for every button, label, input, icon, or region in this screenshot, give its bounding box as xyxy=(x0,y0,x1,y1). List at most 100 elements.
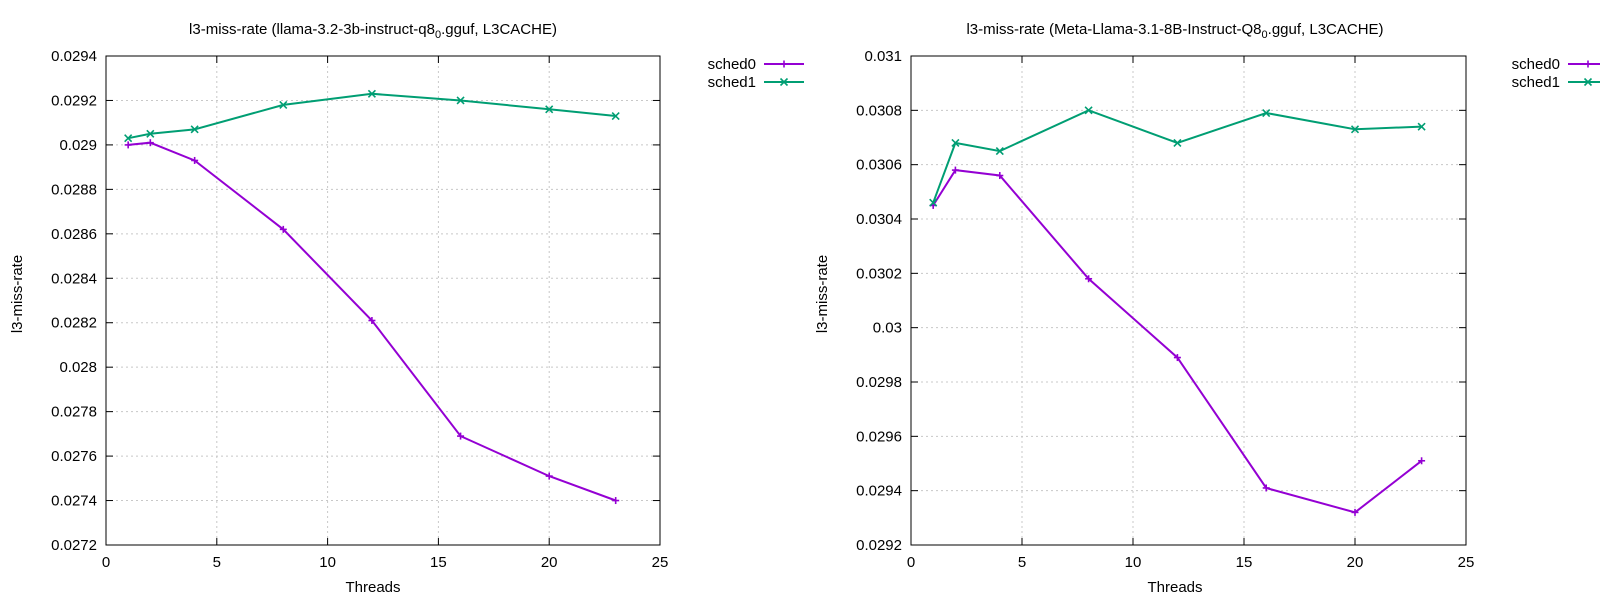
chart-1-sched1-point xyxy=(124,134,133,143)
chart-2-y-tick-label: 0.0302 xyxy=(856,265,902,282)
chart-2-sched0-point xyxy=(1085,275,1093,283)
chart-2-legend-entry-sched1: sched1 xyxy=(1512,74,1600,91)
chart-1-x-tick-label: 10 xyxy=(319,554,336,571)
chart-2-series-sched1 xyxy=(929,106,1426,207)
chart-1-y-axis-label: l3-miss-rate xyxy=(9,255,26,333)
chart-1-title-rest: .gguf, L3CACHE) xyxy=(441,21,557,38)
chart-1-sched0-point xyxy=(146,139,154,147)
chart-1-x-tick-label: 25 xyxy=(652,554,669,571)
chart-2-y-tick-label: 0.0296 xyxy=(856,428,902,445)
chart-2-legend-label: sched0 xyxy=(1512,56,1560,73)
chart-2-sched1-point xyxy=(1417,122,1426,131)
chart-1-sched0-point xyxy=(124,141,132,149)
chart-1-sched1-line xyxy=(128,92,616,140)
chart-1-legend-label: sched0 xyxy=(708,56,756,73)
chart-1-y-tick-label: 0.0278 xyxy=(51,404,97,421)
chart-2-series-sched0 xyxy=(929,166,1426,516)
chart-1-y-tick-label: 0.0292 xyxy=(51,92,97,109)
chart-2-sched0-point xyxy=(1418,457,1426,465)
chart-1-y-tick-label: 0.029 xyxy=(59,137,97,154)
chart-1-y-tick-label: 0.0276 xyxy=(51,448,97,465)
chart-2-sched1-point xyxy=(929,198,938,207)
chart-2-title-main: l3-miss-rate (Meta-Llama-3.1-8B-Instruct… xyxy=(966,21,1261,38)
chart-2-legend-entry-sched0: sched0 xyxy=(1512,56,1600,73)
chart-2-y-tick-label: 0.03 xyxy=(873,320,902,337)
chart-1: l3-miss-rate (llama-3.2-3b-instruct-q80.… xyxy=(9,21,804,596)
chart-1-y-tick-label: 0.028 xyxy=(59,359,97,376)
chart-2-grid xyxy=(911,56,1466,545)
chart-2-y-axis-label: l3-miss-rate xyxy=(814,255,831,333)
chart-2-y-tick-label: 0.0306 xyxy=(856,157,902,174)
chart-2-legend-marker xyxy=(1584,60,1592,68)
chart-1-legend-entry-sched1: sched1 xyxy=(708,74,804,91)
chart-1-y-tick-label: 0.0274 xyxy=(51,493,97,510)
chart-2-sched1-point xyxy=(1173,138,1182,147)
chart-1-series-sched0 xyxy=(124,139,620,505)
chart-2-x-tick-label: 0 xyxy=(907,554,915,571)
chart-1-legend-marker xyxy=(780,60,788,68)
chart-2-sched0-point xyxy=(951,166,959,174)
chart-1-x-tick-label: 20 xyxy=(541,554,558,571)
chart-1-grid xyxy=(106,56,660,545)
chart-2-y-tick-label: 0.0292 xyxy=(856,537,902,554)
chart-2-title-rest: .gguf, L3CACHE) xyxy=(1268,21,1384,38)
chart-2-sched0-line xyxy=(932,169,1423,514)
chart-1-x-tick-label: 5 xyxy=(213,554,221,571)
chart-1-sched1-point xyxy=(367,89,376,98)
chart-1-legend-entry-sched0: sched0 xyxy=(708,56,804,73)
chart-1-sched0-point xyxy=(457,432,465,440)
chart-2-sched1-point xyxy=(1084,106,1093,115)
chart-1-sched0-point xyxy=(191,156,199,164)
chart-2-x-axis-label: Threads xyxy=(1147,579,1202,596)
chart-2-x-tick-label: 20 xyxy=(1347,554,1364,571)
chart-2-title: l3-miss-rate (Meta-Llama-3.1-8B-Instruct… xyxy=(966,21,1383,41)
chart-2-sched0-point xyxy=(996,172,1004,180)
chart-2-y-tick-label: 0.0308 xyxy=(856,102,902,119)
chart-1-sched1-point xyxy=(611,111,620,121)
chart-1-sched0-line xyxy=(128,141,617,502)
chart-1-sched1-point xyxy=(545,105,554,114)
chart-1-sched1-point xyxy=(190,125,199,134)
chart-1-title-subscript: 0 xyxy=(435,29,441,41)
chart-2-sched0-point xyxy=(1173,354,1181,362)
chart-1-sched1-point xyxy=(456,96,465,105)
chart-2-legend-label: sched1 xyxy=(1512,74,1560,91)
chart-1-sched1-point xyxy=(146,129,155,138)
chart-1-y-tick-label: 0.0282 xyxy=(51,315,97,332)
chart-2-sched0-point xyxy=(1262,484,1270,492)
chart-2: l3-miss-rate (Meta-Llama-3.1-8B-Instruct… xyxy=(814,21,1600,596)
chart-1-plot-frame xyxy=(105,55,661,546)
chart-1-y-tick-label: 0.0286 xyxy=(51,226,97,243)
chart-1-legend-marker xyxy=(779,77,789,87)
chart-1-x-tick-label: 0 xyxy=(102,554,110,571)
chart-2-x-tick-label: 10 xyxy=(1125,554,1142,571)
chart-2-title-subscript: 0 xyxy=(1262,29,1268,41)
chart-1-sched0-point xyxy=(612,497,620,505)
chart-2-x-tick-label: 25 xyxy=(1458,554,1475,571)
chart-2-sched1-line xyxy=(932,109,1422,204)
chart-2-y-tick-label: 0.0294 xyxy=(856,483,902,500)
chart-1-sched0-point xyxy=(368,317,376,325)
chart-2-y-tick-label: 0.031 xyxy=(864,48,902,65)
chart-1-sched0-point xyxy=(279,225,287,233)
chart-2-sched1-point xyxy=(1262,108,1271,118)
chart-2-y-tick-label: 0.0298 xyxy=(856,374,902,391)
chart-2-sched0-point xyxy=(1351,508,1359,516)
chart-2-sched1-point xyxy=(951,138,960,147)
chart-1-x-axis-label: Threads xyxy=(345,579,400,596)
chart-1-y-tick-label: 0.0284 xyxy=(51,270,97,287)
chart-1-series-sched1 xyxy=(124,89,620,143)
chart-1-x-tick-label: 15 xyxy=(430,554,447,571)
chart-2-sched1-point xyxy=(995,147,1004,156)
chart-1-title-main: l3-miss-rate (llama-3.2-3b-instruct-q8 xyxy=(189,21,435,38)
chart-2-x-tick-label: 15 xyxy=(1236,554,1253,571)
chart-2-y-tick-label: 0.0304 xyxy=(856,211,902,228)
chart-1-title: l3-miss-rate (llama-3.2-3b-instruct-q80.… xyxy=(189,21,557,41)
chart-1-legend-label: sched1 xyxy=(708,74,756,91)
chart-1-sched1-point xyxy=(279,100,288,109)
chart-2-legend-marker xyxy=(1583,77,1593,87)
chart-1-y-tick-label: 0.0294 xyxy=(51,48,97,65)
chart-2-x-tick-label: 5 xyxy=(1018,554,1026,571)
